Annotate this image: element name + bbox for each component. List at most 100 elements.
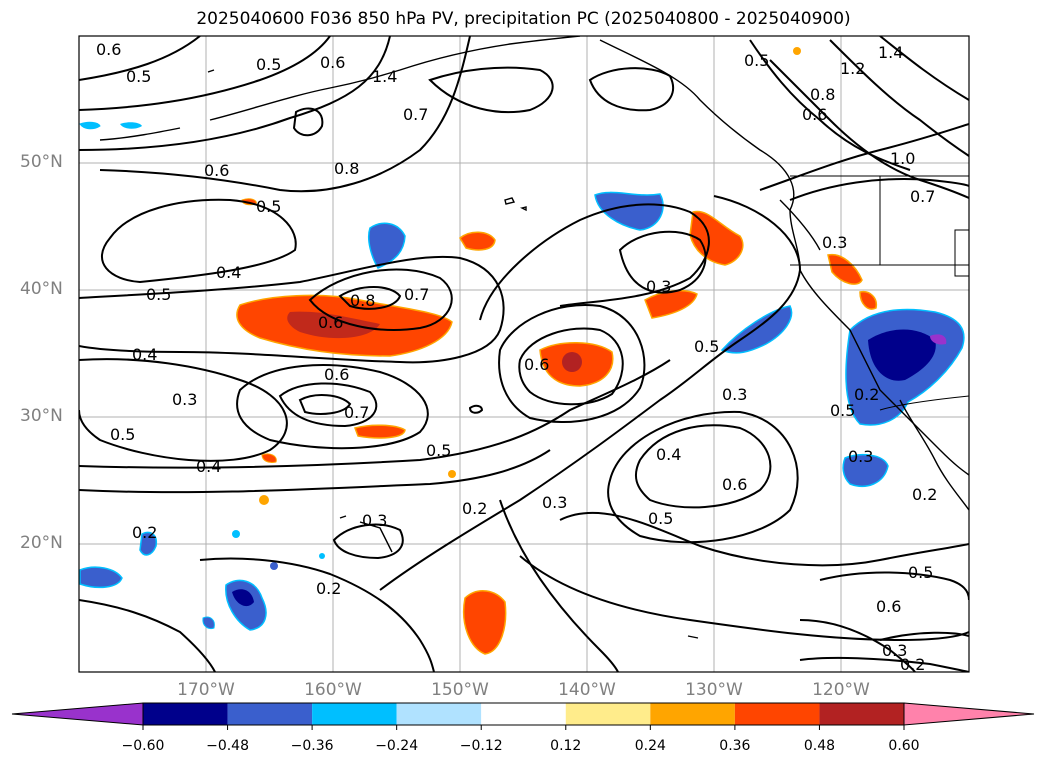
contour-label: 0.4 [196, 457, 221, 476]
contour-label: 0.8 [334, 159, 359, 178]
contour-label: 0.2 [132, 523, 157, 542]
lon-label: 160°W [304, 680, 362, 700]
contour-label: 1.2 [840, 59, 865, 78]
lat-label: 30°N [20, 406, 63, 426]
precip-positive-blob [459, 231, 496, 251]
contour-label: 0.3 [646, 277, 671, 296]
colorbar-segment [312, 703, 397, 725]
lon-label: 170°W [177, 680, 235, 700]
colorbar-tick-label: 0.12 [550, 738, 582, 754]
colorbar-tick-label: −0.36 [290, 738, 334, 754]
contour-label: 1.4 [372, 67, 397, 86]
contour-label: 0.2 [900, 655, 925, 674]
contour-label: 0.5 [744, 51, 769, 70]
contour-label: 1.0 [890, 149, 915, 168]
contour-label: 0.6 [876, 597, 901, 616]
contour-label: 0.2 [462, 499, 487, 518]
colorbar [11, 702, 1035, 730]
contour-label: 0.3 [542, 493, 567, 512]
contour-label: 0.4 [132, 345, 157, 364]
contour-label: 0.6 [324, 365, 349, 384]
contour-label: 0.5 [830, 401, 855, 420]
contour-label: 0.6 [96, 40, 121, 59]
contour-label: 0.6 [722, 475, 747, 494]
contour-label: 0.2 [912, 485, 937, 504]
contour-label: 0.3 [362, 511, 387, 530]
contour-label: 0.6 [318, 313, 343, 332]
precip-negative-core [868, 329, 936, 381]
contour-label: 0.3 [722, 385, 747, 404]
precip-negative-blob [79, 566, 123, 589]
contour-label: 0.5 [126, 67, 151, 86]
precip-positive-blob [463, 590, 507, 655]
lat-label: 40°N [20, 279, 63, 299]
contour-label: 0.4 [656, 445, 681, 464]
precip-positive-blob [354, 424, 406, 439]
precip-negative-blob [367, 222, 406, 269]
precip-positive-core [287, 311, 380, 339]
colorbar-tick-label: −0.48 [206, 738, 249, 754]
lon-label: 130°W [685, 680, 743, 700]
contour-label: 0.7 [403, 105, 428, 124]
colorbar-segment [227, 703, 313, 725]
colorbar-segment [734, 703, 820, 725]
contour-label: 0.3 [882, 641, 907, 660]
contour-label: 0.6 [802, 105, 827, 124]
contour-label: 0.5 [146, 285, 171, 304]
contour-label: 0.3 [822, 233, 847, 252]
contour-label: 0.5 [256, 197, 281, 216]
pv-contours [79, 36, 969, 672]
contour-label: 0.4 [216, 263, 241, 282]
contour-label: 1.4 [878, 43, 903, 62]
colorbar-tick-label: −0.12 [459, 738, 503, 754]
precip-negative-blob [79, 121, 101, 130]
contour-label: 0.7 [344, 403, 369, 422]
precip-positive-blob [827, 253, 863, 285]
contour-label: 0.3 [848, 447, 873, 466]
lat-label: 20°N [20, 533, 63, 553]
colorbar-min-extension [11, 702, 144, 726]
contour-label: 0.6 [204, 161, 229, 180]
contour-label: 0.5 [256, 55, 281, 74]
precip-positive-blob [859, 290, 878, 310]
contour-label: 0.5 [694, 337, 719, 356]
colorbar-segment [481, 703, 566, 725]
precip-negative-blob [202, 616, 215, 629]
precip-negative-blob [139, 531, 158, 556]
map-title: 2025040600 F036 850 hPa PV, precipitatio… [196, 9, 851, 29]
contour-label: 0.7 [404, 285, 429, 304]
colorbar-segment [143, 703, 228, 725]
precip-negative-blob [842, 453, 889, 487]
contour-label: 0.3 [172, 390, 197, 409]
political-borders [790, 175, 969, 411]
coastlines [99, 36, 969, 511]
colorbar-segment [565, 703, 651, 725]
precip-negative-blob [594, 191, 664, 231]
contour-label: 0.5 [648, 509, 673, 528]
colorbar-segment [819, 703, 904, 725]
islands [207, 69, 699, 639]
contour-label: 0.6 [524, 355, 549, 374]
lat-label: 50°N [20, 152, 63, 172]
colorbar-tick-label: 0.36 [719, 738, 751, 754]
contour-label: 0.2 [316, 579, 341, 598]
contour-label: 0.6 [320, 53, 345, 72]
precip-shading [79, 47, 965, 655]
map-frame [78, 35, 970, 673]
colorbar-segment [396, 703, 482, 725]
contour-label: 0.5 [426, 441, 451, 460]
contour-label: 0.8 [810, 85, 835, 104]
lon-label: 150°W [431, 680, 489, 700]
colorbar-tick-label: −0.60 [121, 738, 165, 754]
contour-label: 0.8 [350, 291, 375, 310]
colorbar-segment [650, 703, 735, 725]
colorbar-tick-label: 0.24 [634, 738, 666, 754]
graticule [79, 36, 969, 672]
lon-label: 120°W [812, 680, 870, 700]
precip-negative-core [232, 589, 254, 607]
lon-label: 140°W [558, 680, 616, 700]
colorbar-tick-label: 0.48 [803, 738, 836, 754]
contour-label: 0.2 [854, 385, 879, 404]
colorbar-tick-label: 0.60 [888, 738, 920, 754]
